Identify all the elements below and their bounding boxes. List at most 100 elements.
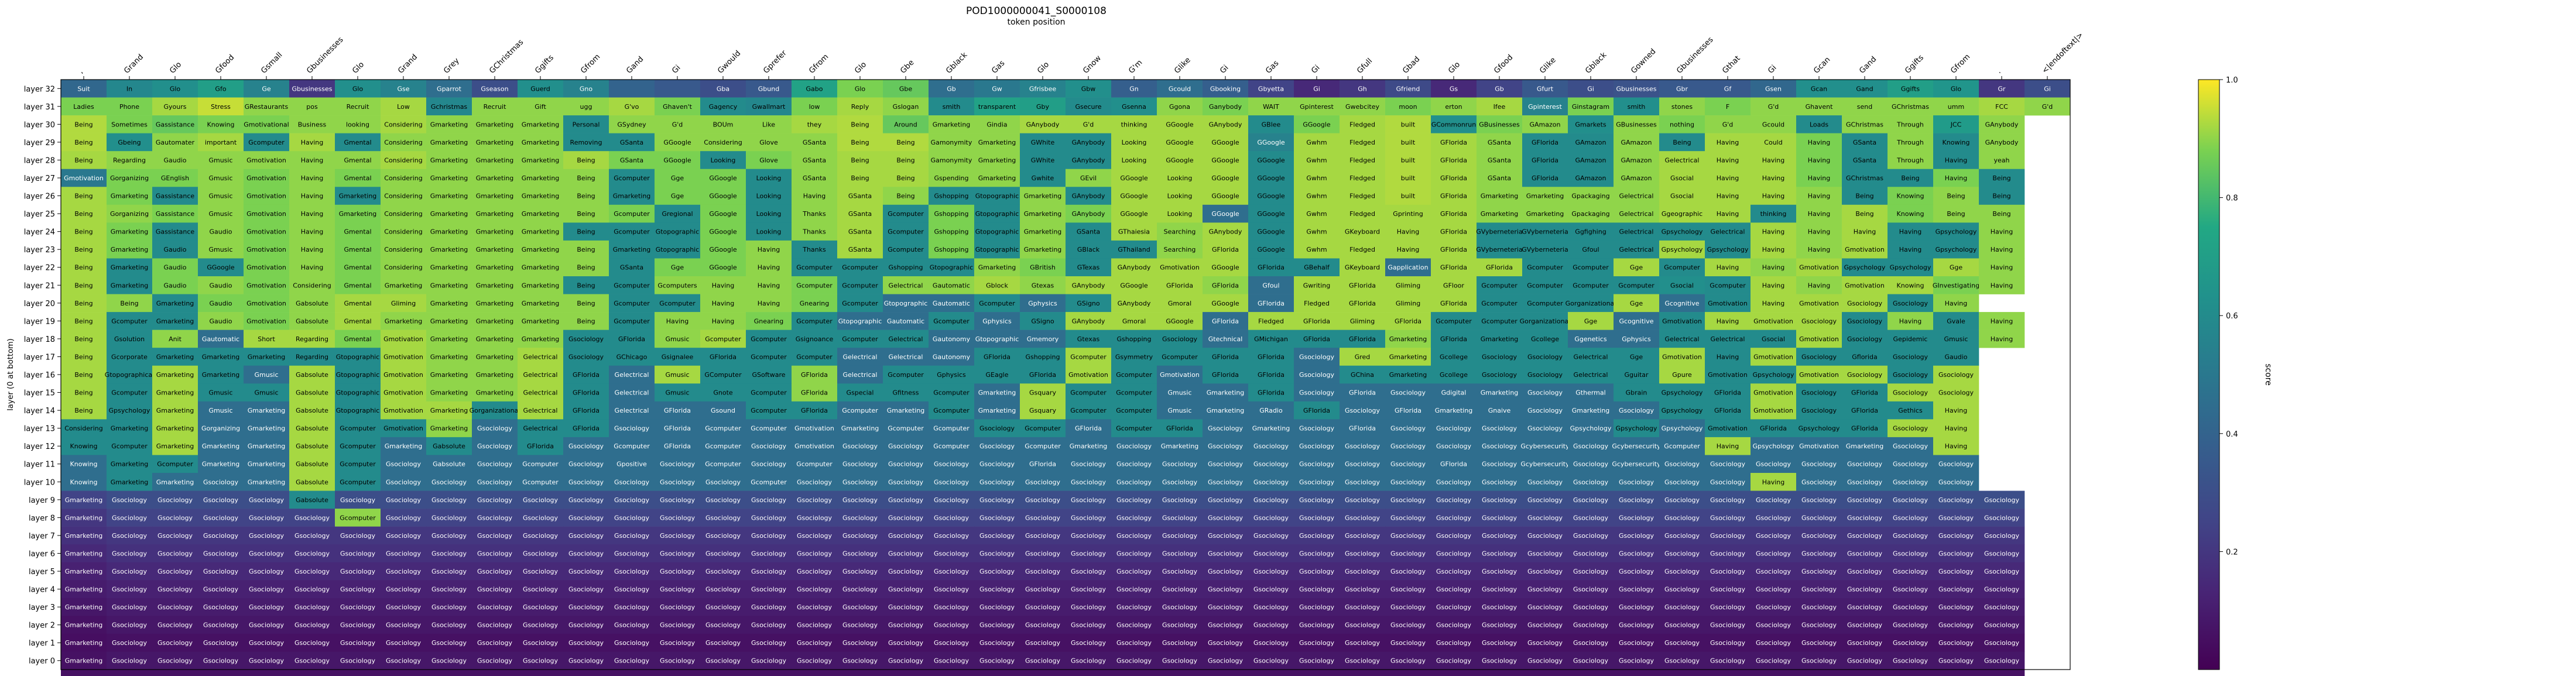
cell-label: Gsociology	[1710, 639, 1746, 647]
heatmap-cell	[198, 169, 244, 187]
heatmap-cell	[426, 204, 472, 223]
heatmap-cell	[381, 258, 427, 277]
cell-label: Gpsychology	[1936, 246, 1977, 253]
heatmap-cell	[1796, 115, 1842, 133]
heatmap-cell	[107, 258, 153, 277]
heatmap-cell	[1888, 204, 1934, 223]
cell-label: Gsociology	[1208, 550, 1244, 557]
cell-label: Fledged	[1349, 156, 1375, 164]
cell-label: Gmarketing	[841, 425, 879, 433]
cell-label: Gmarketing	[430, 264, 468, 272]
cell-label: Gsociology	[614, 425, 650, 433]
cell-label: Gmarketing	[887, 407, 925, 414]
cell-label: Gby	[1036, 103, 1050, 111]
cell-label: Having	[758, 246, 780, 253]
cell-label: Gsociology	[751, 550, 787, 557]
cell-label: GGoogle	[1166, 139, 1194, 146]
column-tick-label: Gand	[1858, 55, 1878, 76]
row-tick-label: layer 13	[24, 425, 55, 434]
heatmap-cell	[1431, 187, 1477, 205]
cell-label: pos	[306, 103, 318, 111]
cell-label: Gshopping	[1117, 335, 1152, 343]
cell-label: Gmotivation	[1160, 264, 1200, 272]
heatmap-cell	[563, 276, 609, 294]
heatmap-cell	[1340, 222, 1386, 241]
cell-label: Gaudio	[1944, 353, 1967, 361]
heatmap-cell	[244, 258, 290, 277]
cell-label: Gsociology	[1756, 461, 1791, 468]
cell-label: Having	[712, 300, 735, 307]
cell-label: Looking	[756, 228, 782, 236]
cell-label: looking	[346, 121, 369, 128]
heatmap-cell	[1979, 80, 2025, 98]
cell-label: Gelectrical	[889, 335, 923, 343]
heatmap-cell	[1659, 80, 1705, 98]
cell-label: Gtopographic	[930, 264, 974, 272]
heatmap-cell	[1340, 133, 1386, 152]
heatmap-cell	[518, 240, 564, 259]
cell-label: Gsociology	[979, 568, 1015, 575]
heatmap-cell	[1751, 240, 1797, 259]
cell-label: GAnybody	[1072, 210, 1105, 218]
cell-label: Having	[1717, 156, 1739, 164]
cell-label: Gsociology	[1893, 568, 1928, 575]
heatmap-cell	[792, 133, 838, 152]
cell-label: GBusinesses	[1479, 121, 1520, 128]
cell-label: GFlorida	[1258, 389, 1284, 397]
cell-label: Gsociology	[294, 532, 330, 540]
cell-label: Gsociology	[294, 603, 330, 611]
cell-label: Gsociology	[523, 603, 559, 611]
cell-label: Gsociology	[1938, 389, 1974, 397]
cell-label: Gsociology	[249, 639, 285, 647]
cell-label: Gsociology	[1345, 532, 1381, 540]
heatmap-cell	[1751, 169, 1797, 187]
cell-label: Being	[74, 300, 93, 307]
cell-label: Fledged	[1349, 193, 1375, 200]
cell-label: Gsociology	[1116, 461, 1152, 468]
cell-label: Gsociology	[157, 496, 193, 504]
heatmap-cell	[563, 222, 609, 241]
heatmap-cell	[883, 169, 929, 187]
cell-label: GSydney	[617, 121, 646, 128]
cell-label: Gsociology	[477, 622, 513, 629]
cell-label: Gsociology	[1710, 603, 1746, 611]
heatmap-cell	[1111, 115, 1157, 133]
cell-label: Gpsychology	[1616, 425, 1657, 433]
cell-label: Gsociology	[1299, 622, 1335, 629]
cell-label: Gfurt	[1537, 85, 1554, 92]
heatmap-cell	[1020, 97, 1066, 116]
heatmap-cell	[1888, 169, 1934, 187]
heatmap-cell	[655, 240, 701, 259]
cell-label: Gmental	[344, 228, 371, 236]
cell-label: GFlorida	[1349, 389, 1376, 397]
cell-label: Gsociology	[477, 496, 513, 504]
cell-label: Gmotivation	[1662, 353, 1702, 361]
cell-label: Gmarketing	[1024, 210, 1062, 218]
cell-label: Being	[74, 264, 93, 272]
heatmap-cell	[837, 80, 883, 98]
cell-label: erton	[1445, 103, 1462, 111]
cell-label: Gmarketing	[1024, 228, 1062, 236]
heatmap-cell	[700, 204, 746, 223]
cell-label: Gmarketing	[978, 174, 1016, 182]
cell-label: Looking	[711, 156, 736, 164]
cell-label: GFlorida	[1851, 425, 1878, 433]
cell-label: Gsociology	[1071, 461, 1107, 468]
cell-label: Gmarketing	[248, 353, 286, 361]
cell-label: GGoogle	[709, 210, 737, 218]
cell-label: Gsociology	[1299, 532, 1335, 540]
heatmap-cell	[198, 204, 244, 223]
cell-label: GSanta	[1077, 228, 1100, 236]
cell-label: Suit	[77, 85, 90, 92]
cell-label: Gsociology	[1345, 568, 1381, 575]
heatmap-cell	[609, 258, 655, 277]
heatmap-cell	[1796, 187, 1842, 205]
heatmap-cell	[289, 80, 335, 98]
heatmap-cell	[1431, 80, 1477, 98]
cell-label: Gsociology	[1208, 514, 1244, 521]
cell-label: Gsociology	[431, 568, 467, 575]
cell-label: Gsociology	[979, 622, 1015, 629]
cell-label: GGoogle	[1257, 246, 1285, 253]
cell-label: Having	[1808, 174, 1831, 182]
heatmap-cell	[974, 80, 1020, 98]
